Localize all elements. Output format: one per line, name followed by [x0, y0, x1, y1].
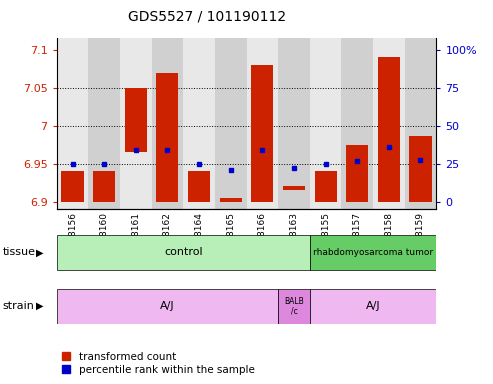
- Text: ▶: ▶: [36, 301, 43, 311]
- Legend: transformed count, percentile rank within the sample: transformed count, percentile rank withi…: [62, 352, 254, 375]
- Bar: [346, 145, 368, 202]
- Bar: [215, 38, 246, 209]
- Bar: [283, 187, 305, 190]
- Bar: [120, 38, 152, 209]
- Text: A/J: A/J: [160, 301, 175, 311]
- Bar: [278, 289, 310, 324]
- Bar: [57, 235, 310, 270]
- Bar: [378, 57, 400, 202]
- Text: rhabdomyosarcoma tumor: rhabdomyosarcoma tumor: [313, 248, 433, 257]
- Bar: [310, 289, 436, 324]
- Bar: [409, 136, 431, 202]
- Bar: [93, 171, 115, 202]
- Bar: [156, 73, 178, 202]
- Text: control: control: [164, 247, 203, 258]
- Text: tissue: tissue: [2, 247, 35, 258]
- Bar: [373, 38, 405, 209]
- Bar: [251, 65, 274, 202]
- Bar: [219, 198, 242, 202]
- Bar: [315, 171, 337, 202]
- Bar: [310, 38, 341, 209]
- Bar: [57, 38, 88, 209]
- Bar: [246, 38, 278, 209]
- Bar: [62, 171, 84, 202]
- Bar: [88, 38, 120, 209]
- Bar: [278, 38, 310, 209]
- Text: ▶: ▶: [36, 247, 43, 258]
- Text: A/J: A/J: [366, 301, 380, 311]
- Bar: [188, 171, 210, 202]
- Text: strain: strain: [2, 301, 35, 311]
- Bar: [183, 38, 215, 209]
- Bar: [125, 88, 147, 152]
- Bar: [152, 38, 183, 209]
- Text: GDS5527 / 101190112: GDS5527 / 101190112: [128, 10, 286, 23]
- Bar: [310, 235, 436, 270]
- Bar: [341, 38, 373, 209]
- Bar: [57, 289, 278, 324]
- Bar: [405, 38, 436, 209]
- Text: BALB
/c: BALB /c: [284, 296, 304, 316]
